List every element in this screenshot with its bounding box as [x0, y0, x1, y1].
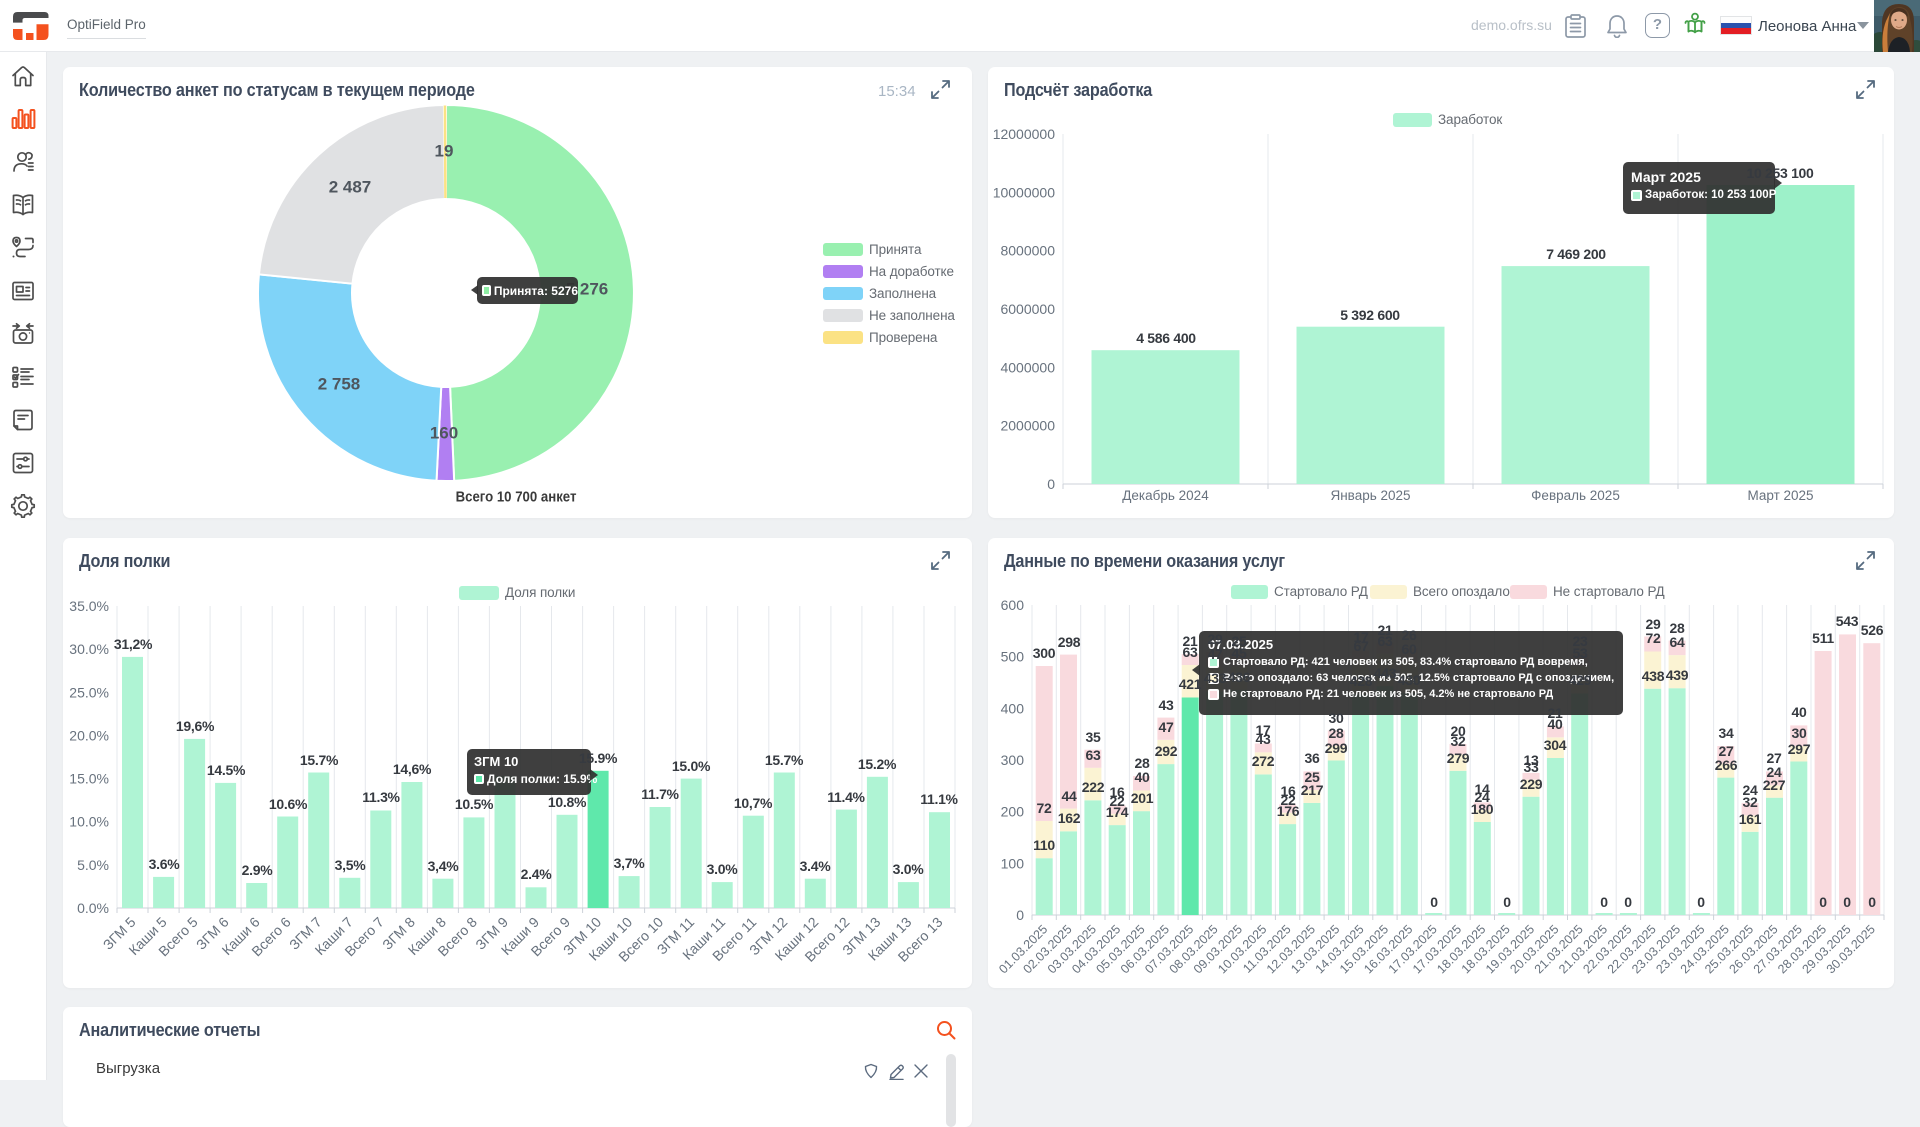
svg-text:8000000: 8000000: [1000, 243, 1055, 259]
svg-text:500: 500: [1001, 649, 1025, 665]
svg-text:5.0%: 5.0%: [77, 857, 109, 873]
svg-text:2 487: 2 487: [329, 178, 372, 197]
svg-text:600: 600: [1001, 597, 1025, 613]
svg-text:0: 0: [1047, 476, 1055, 492]
svg-text:Январь 2025: Январь 2025: [1330, 488, 1410, 503]
svg-text:Март 2025: Март 2025: [1747, 488, 1813, 503]
svg-text:15.0%: 15.0%: [69, 771, 109, 787]
svg-text:20.0%: 20.0%: [69, 727, 109, 743]
svg-text:30.0%: 30.0%: [69, 641, 109, 657]
svg-text:Декабрь 2024: Декабрь 2024: [1122, 488, 1209, 503]
svg-text:100: 100: [1001, 855, 1025, 871]
svg-text:160: 160: [430, 424, 458, 443]
svg-text:12000000: 12000000: [993, 126, 1056, 142]
svg-text:10000000: 10000000: [993, 184, 1056, 200]
svg-text:300: 300: [1001, 752, 1025, 768]
svg-text:2000000: 2000000: [1000, 418, 1055, 434]
svg-text:10.0%: 10.0%: [69, 814, 109, 830]
svg-text:0: 0: [1016, 907, 1024, 923]
svg-text:0.0%: 0.0%: [77, 900, 109, 916]
svg-text:200: 200: [1001, 804, 1025, 820]
svg-text:19: 19: [435, 142, 454, 161]
svg-text:6000000: 6000000: [1000, 301, 1055, 317]
svg-text:4000000: 4000000: [1000, 359, 1055, 375]
svg-text:400: 400: [1001, 700, 1025, 716]
svg-text:Февраль 2025: Февраль 2025: [1531, 488, 1620, 503]
svg-text:2 758: 2 758: [318, 375, 361, 394]
svg-text:25.0%: 25.0%: [69, 684, 109, 700]
svg-text:35.0%: 35.0%: [69, 598, 109, 614]
